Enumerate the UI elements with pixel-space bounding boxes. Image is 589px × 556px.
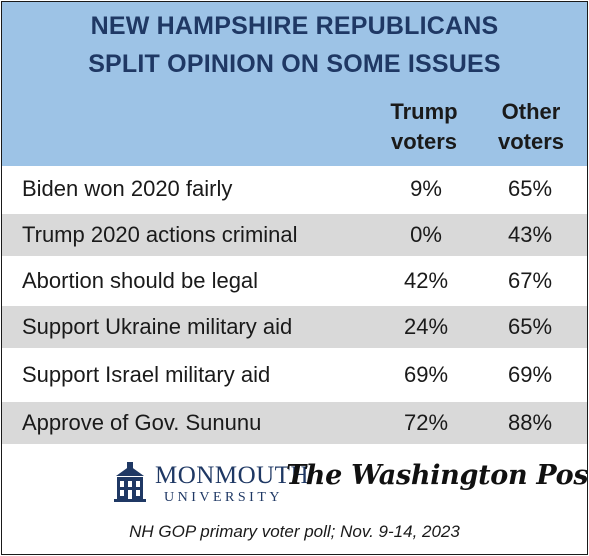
row-value-trump: 0% — [410, 222, 442, 247]
monmouth-logo-name: MONMOUTH — [155, 462, 309, 489]
table-row: Approve of Gov. Sununu 72% 88% — [2, 402, 587, 444]
row-label: Biden won 2020 fairly — [22, 176, 233, 201]
row-label: Support Ukraine military aid — [22, 314, 293, 339]
title-line-1: NEW HAMPSHIRE REPUBLICANS — [90, 12, 499, 40]
sponsor-logos: MONMOUTH UNIVERSITY The Washington Post — [2, 454, 589, 516]
table-row: Support Israel military aid 69% 69% — [2, 354, 587, 396]
table-header: NEW HAMPSHIRE REPUBLICANS SPLIT OPINION … — [2, 2, 587, 166]
row-label: Support Israel military aid — [22, 362, 271, 387]
column-header-other-voters: Other voters — [497, 99, 565, 154]
row-value-other: 65% — [507, 176, 553, 201]
row-value-other: 65% — [507, 314, 553, 339]
table-row: Support Ukraine military aid 24% 65% — [2, 306, 587, 348]
row-value-trump: 42% — [403, 268, 449, 293]
table-row: Biden won 2020 fairly 9% 65% — [2, 168, 587, 210]
row-value-other: 43% — [507, 222, 553, 247]
building-icon — [112, 462, 148, 502]
washington-post-logo: The Washington Post — [286, 460, 589, 491]
row-value-trump: 72% — [403, 410, 449, 435]
row-value-trump: 69% — [403, 362, 449, 387]
row-value-trump: 9% — [410, 176, 442, 201]
table-row: Trump 2020 actions criminal 0% 43% — [2, 214, 587, 256]
row-value-other: 67% — [507, 268, 553, 293]
source-footnote: NH GOP primary voter poll; Nov. 9-14, 20… — [129, 522, 460, 541]
row-value-other: 69% — [507, 362, 553, 387]
row-label: Approve of Gov. Sununu — [22, 410, 262, 435]
column-header-trump-voters: Trump voters — [390, 99, 458, 154]
title-line-2: SPLIT OPINION ON SOME ISSUES — [88, 50, 501, 78]
monmouth-logo-subtitle: UNIVERSITY — [164, 490, 283, 505]
table-row: Abortion should be legal 42% 67% — [2, 260, 587, 302]
row-label: Trump 2020 actions criminal — [22, 222, 298, 247]
row-value-trump: 24% — [403, 314, 449, 339]
row-value-other: 88% — [507, 410, 553, 435]
row-label: Abortion should be legal — [22, 268, 259, 293]
